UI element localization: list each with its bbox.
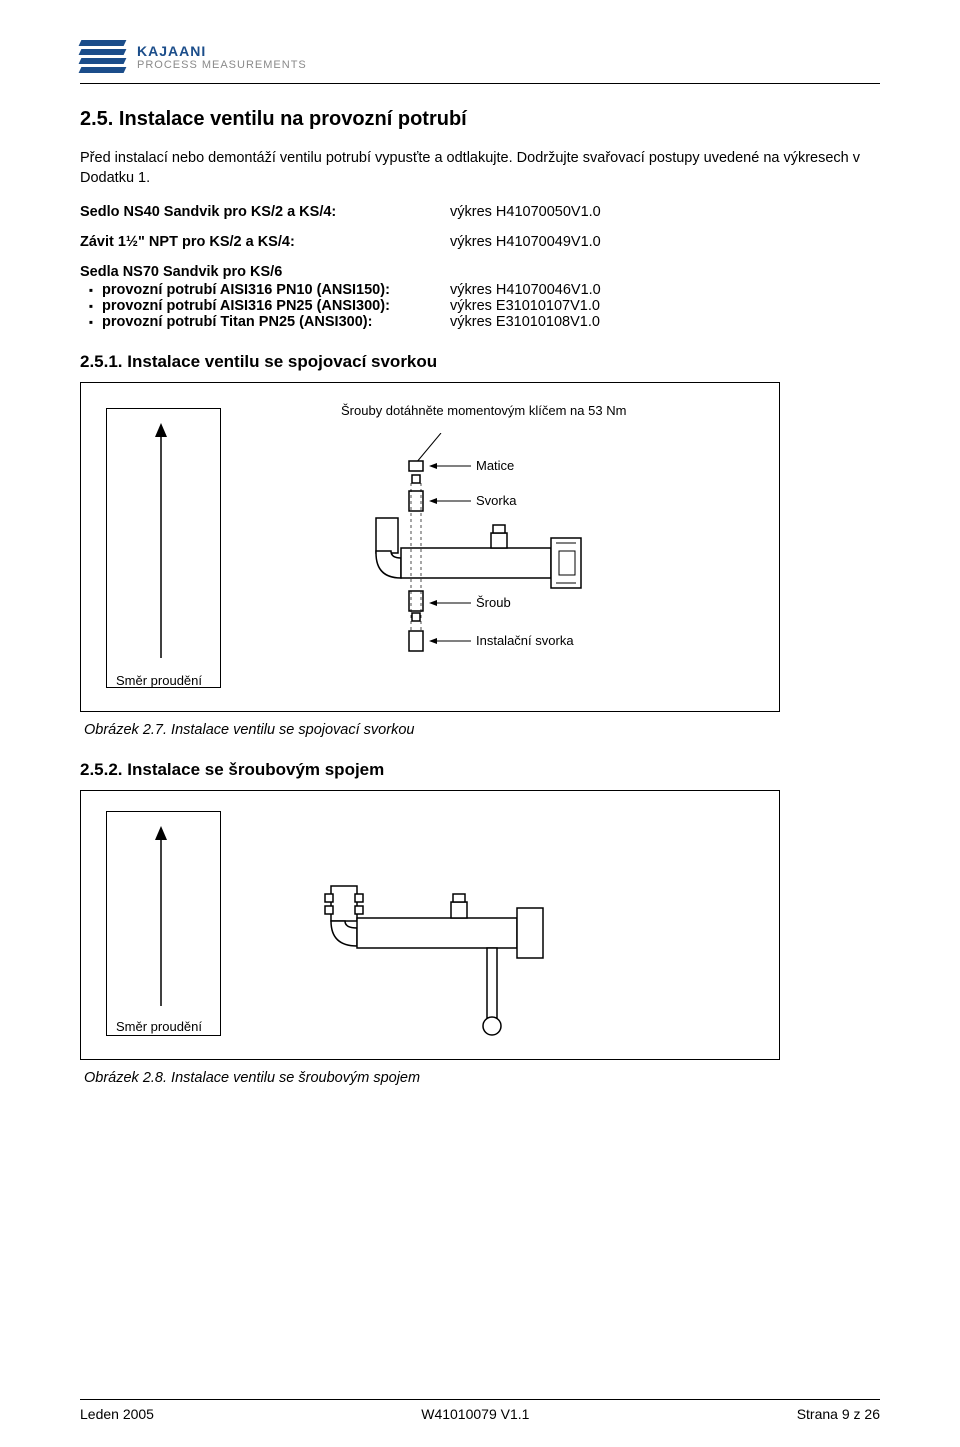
figure-2-caption: Obrázek 2.8. Instalace ventilu se šroubo…: [84, 1070, 880, 1086]
spec-bullet-1: ▪ provozní potrubí AISI316 PN10 (ANSI150…: [80, 282, 880, 298]
spec-label: provozní potrubí AISI316 PN10 (ANSI150):: [102, 282, 450, 298]
torque-note: Šrouby dotáhněte momentovým klíčem na 53…: [341, 403, 626, 418]
subsection-2-title: 2.5.2. Instalace se šroubovým spojem: [80, 760, 880, 780]
spec-value: výkres H41070046V1.0: [450, 282, 601, 298]
spec-bullet-2: ▪ provozní potrubí AISI316 PN25 (ANSI300…: [80, 298, 880, 314]
spec-label: provozní potrubí Titan PN25 (ANSI300):: [102, 314, 450, 330]
company-name: KAJAANI: [137, 43, 307, 59]
bullet-icon: ▪: [80, 299, 102, 313]
spec-value: výkres H41070050V1.0: [450, 204, 601, 220]
spec-value: výkres E31010108V1.0: [450, 314, 600, 330]
logo-stripes-icon: [80, 40, 125, 73]
install-clamp-label: Instalační svorka: [476, 633, 574, 648]
spec-bullet-3: ▪ provozní potrubí Titan PN25 (ANSI300):…: [80, 314, 880, 330]
bullet-icon: ▪: [80, 315, 102, 329]
figure-1: Směr proudění Šrouby dotáhněte momentový…: [80, 382, 780, 712]
flow-label: Směr proudění: [116, 673, 202, 688]
page-footer: Leden 2005 W41010079 V1.1 Strana 9 z 26: [80, 1399, 880, 1422]
section-intro: Před instalací nebo demontáží ventilu po…: [80, 149, 880, 188]
spec-row-1: Sedlo NS40 Sandvik pro KS/2 a KS/4: výkr…: [80, 204, 880, 220]
spec-row-2: Závit 1½" NPT pro KS/2 a KS/4: výkres H4…: [80, 234, 880, 250]
logo-text: KAJAANI PROCESS MEASUREMENTS: [137, 43, 307, 71]
footer-right: Strana 9 z 26: [797, 1406, 880, 1422]
section-title: 2.5. Instalace ventilu na provozní potru…: [80, 108, 880, 131]
nut-label: Matice: [476, 458, 514, 473]
spec-label: provozní potrubí AISI316 PN25 (ANSI300):: [102, 298, 450, 314]
figure-2: Směr proudění: [80, 790, 780, 1060]
page-header: KAJAANI PROCESS MEASUREMENTS: [80, 40, 880, 73]
flow-label: Směr proudění: [116, 1019, 202, 1034]
company-tagline: PROCESS MEASUREMENTS: [137, 59, 307, 71]
spec-group: Sedla NS70 Sandvik pro KS/6 ▪ provozní p…: [80, 264, 880, 330]
header-separator: [80, 83, 880, 84]
bullet-icon: ▪: [80, 283, 102, 297]
spec-value: výkres E31010107V1.0: [450, 298, 600, 314]
subsection-1-title: 2.5.1. Instalace ventilu se spojovací sv…: [80, 352, 880, 372]
flow-arrow-icon: [151, 423, 171, 663]
spec-label: Sedlo NS40 Sandvik pro KS/2 a KS/4:: [80, 204, 450, 220]
clamp-label: Svorka: [476, 493, 517, 508]
spec-value: výkres H41070049V1.0: [450, 234, 601, 250]
bolt-label: Šroub: [476, 595, 511, 610]
valve-diagram-icon: [291, 846, 591, 1046]
spec-label: Závit 1½" NPT pro KS/2 a KS/4:: [80, 234, 450, 250]
valve-diagram-icon: Matice Svorka Šroub: [321, 433, 641, 663]
footer-center: W41010079 V1.1: [421, 1406, 529, 1422]
figure-1-caption: Obrázek 2.7. Instalace ventilu se spojov…: [84, 722, 880, 738]
flow-arrow-icon: [151, 826, 171, 1011]
spec-group-head: Sedla NS70 Sandvik pro KS/6: [80, 264, 880, 280]
footer-left: Leden 2005: [80, 1406, 154, 1422]
